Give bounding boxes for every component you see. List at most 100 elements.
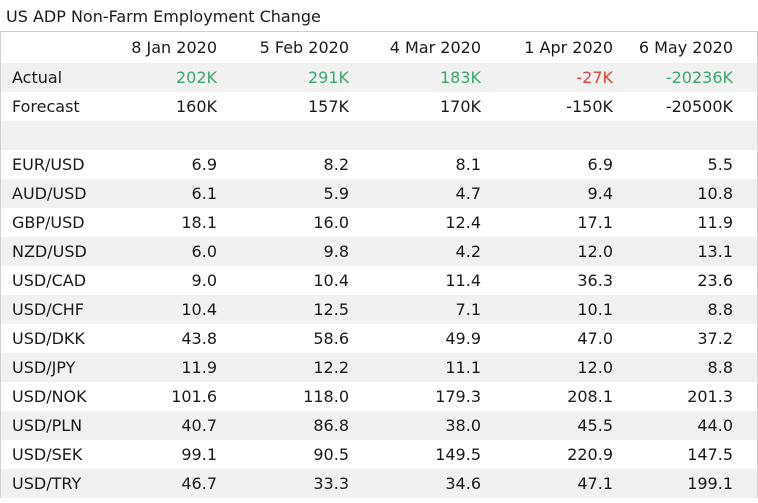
table-cell: 36.3	[577, 271, 613, 290]
table-cell: 34.6	[445, 474, 481, 493]
row-label: USD/CHF	[12, 300, 84, 319]
table-cell: 40.7	[181, 416, 217, 435]
table-cell: 13.1	[697, 242, 733, 261]
table-cell: 9.0	[191, 271, 217, 290]
data-table: 8 Jan 2020 5 Feb 2020 4 Mar 2020 1 Apr 2…	[0, 31, 758, 498]
table-cell: 23.6	[697, 271, 733, 290]
table-cell: 201.3	[687, 387, 733, 406]
table-cell: 12.5	[313, 300, 349, 319]
header-row: 8 Jan 2020 5 Feb 2020 4 Mar 2020 1 Apr 2…	[1, 32, 757, 63]
row-label: USD/CAD	[12, 271, 87, 290]
table-cell: 49.9	[445, 329, 481, 348]
table-cell: 47.1	[577, 474, 613, 493]
table-cell: 90.5	[313, 445, 349, 464]
table-row: USD/CHF 10.4 12.5 7.1 10.1 8.8	[1, 295, 757, 324]
row-label: EUR/USD	[12, 155, 85, 174]
table-cell: 10.4	[181, 300, 217, 319]
column-header: 4 Mar 2020	[389, 38, 481, 57]
row-label: USD/DKK	[12, 329, 85, 348]
column-header: 6 May 2020	[638, 38, 733, 57]
table-cell: 12.0	[577, 242, 613, 261]
table-cell: 147.5	[687, 445, 733, 464]
column-header: 1 Apr 2020	[524, 38, 613, 57]
table-row: USD/PLN 40.7 86.8 38.0 45.5 44.0	[1, 411, 757, 440]
row-label: USD/PLN	[12, 416, 83, 435]
table-row: EUR/USD 6.9 8.2 8.1 6.9 5.5	[1, 150, 757, 179]
table-cell: 12.0	[577, 358, 613, 377]
forecast-row: Forecast 160K 157K 170K -150K -20500K	[1, 92, 757, 121]
row-label: USD/SEK	[12, 445, 83, 464]
table-cell: 11.1	[445, 358, 481, 377]
table-cell: 10.4	[313, 271, 349, 290]
table-cell: 8.8	[707, 358, 733, 377]
forecast-value: -20500K	[665, 97, 733, 116]
row-label: USD/NOK	[12, 387, 87, 406]
table-cell: 8.8	[707, 300, 733, 319]
table-cell: 12.4	[445, 213, 481, 232]
table-cell: 101.6	[171, 387, 217, 406]
table-row: USD/NOK 101.6 118.0 179.3 208.1 201.3	[1, 382, 757, 411]
forecast-value: 157K	[307, 97, 349, 116]
row-label: NZD/USD	[12, 242, 87, 261]
table-cell: 208.1	[567, 387, 613, 406]
table-row: USD/CAD 9.0 10.4 11.4 36.3 23.6	[1, 266, 757, 295]
forecast-value: 170K	[439, 97, 481, 116]
table-cell: 8.2	[323, 155, 349, 174]
table-row: USD/JPY 11.9 12.2 11.1 12.0 8.8	[1, 353, 757, 382]
table-cell: 45.5	[577, 416, 613, 435]
column-header: 8 Jan 2020	[131, 38, 217, 57]
table-cell: 220.9	[567, 445, 613, 464]
actual-value: 183K	[439, 68, 481, 87]
table-cell: 4.2	[455, 242, 481, 261]
table-row: AUD/USD 6.1 5.9 4.7 9.4 10.8	[1, 179, 757, 208]
table-cell: 99.1	[181, 445, 217, 464]
actual-value: -27K	[576, 68, 613, 87]
table-cell: 9.4	[587, 184, 613, 203]
table-cell: 9.8	[323, 242, 349, 261]
table-cell: 47.0	[577, 329, 613, 348]
table-cell: 17.1	[577, 213, 613, 232]
actual-value: -20236K	[665, 68, 733, 87]
column-header: 5 Feb 2020	[259, 38, 349, 57]
table-cell: 118.0	[303, 387, 349, 406]
table-cell: 6.1	[191, 184, 217, 203]
table-row: USD/DKK 43.8 58.6 49.9 47.0 37.2	[1, 324, 757, 353]
table-cell: 10.1	[577, 300, 613, 319]
table-title: US ADP Non-Farm Employment Change	[0, 0, 758, 31]
table-cell: 149.5	[435, 445, 481, 464]
actual-value: 291K	[307, 68, 349, 87]
row-label: Actual	[12, 68, 63, 87]
table-cell: 33.3	[313, 474, 349, 493]
table-cell: 6.9	[587, 155, 613, 174]
row-label: USD/JPY	[12, 358, 76, 377]
table-cell: 4.7	[455, 184, 481, 203]
table-cell: 8.1	[455, 155, 481, 174]
row-label: AUD/USD	[12, 184, 87, 203]
table-cell: 11.9	[697, 213, 733, 232]
table-cell: 5.5	[707, 155, 733, 174]
pair-rows: EUR/USD 6.9 8.2 8.1 6.9 5.5 AUD/USD 6.1 5.9 4.7 9.…	[1, 150, 757, 498]
forecast-value: 160K	[175, 97, 217, 116]
table-cell: 46.7	[181, 474, 217, 493]
table-row: NZD/USD 6.0 9.8 4.2 12.0 13.1	[1, 237, 757, 266]
row-label: GBP/USD	[12, 213, 85, 232]
row-label: USD/TRY	[12, 474, 82, 493]
table-cell: 16.0	[313, 213, 349, 232]
table-cell: 179.3	[435, 387, 481, 406]
table-cell: 11.4	[445, 271, 481, 290]
actual-value: 202K	[175, 68, 217, 87]
table-cell: 44.0	[697, 416, 733, 435]
table-cell: 37.2	[697, 329, 733, 348]
table-row: GBP/USD 18.1 16.0 12.4 17.1 11.9	[1, 208, 757, 237]
spacer-row	[1, 121, 757, 150]
table-cell: 18.1	[181, 213, 217, 232]
row-label: Forecast	[12, 97, 80, 116]
table-cell: 199.1	[687, 474, 733, 493]
table-cell: 43.8	[181, 329, 217, 348]
table-cell: 6.9	[191, 155, 217, 174]
table-row: USD/SEK 99.1 90.5 149.5 220.9 147.5	[1, 440, 757, 469]
table-cell: 7.1	[455, 300, 481, 319]
table-cell: 11.9	[181, 358, 217, 377]
table-cell: 6.0	[191, 242, 217, 261]
table-cell: 86.8	[313, 416, 349, 435]
